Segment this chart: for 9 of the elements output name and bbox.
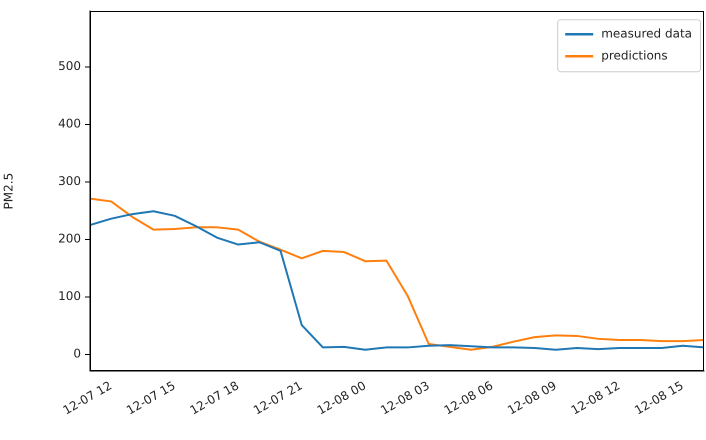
y-tick-label: 100	[58, 288, 81, 303]
legend-label: measured data	[601, 26, 692, 40]
y-axis-title: PM2.5	[1, 172, 16, 210]
y-tick-label: 500	[58, 59, 81, 74]
legend-label: predictions	[601, 48, 668, 62]
y-tick-label: 300	[58, 174, 81, 188]
y-tick-label: 0	[73, 346, 81, 360]
y-tick-label: 200	[58, 232, 81, 246]
y-tick-label: 400	[58, 116, 81, 131]
